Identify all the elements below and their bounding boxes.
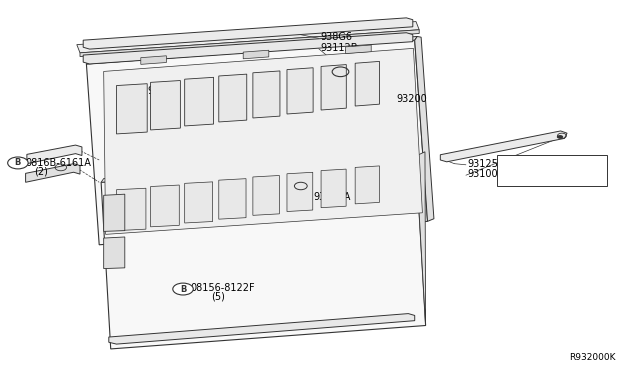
Polygon shape (101, 155, 419, 182)
Text: (5): (5) (211, 291, 225, 301)
Text: B: B (180, 285, 186, 294)
Polygon shape (116, 84, 147, 134)
Polygon shape (321, 169, 346, 208)
Polygon shape (346, 45, 371, 54)
Polygon shape (287, 68, 313, 114)
Polygon shape (101, 158, 426, 349)
Polygon shape (83, 33, 413, 64)
Text: 93125C: 93125C (467, 159, 505, 169)
Polygon shape (86, 36, 417, 64)
Polygon shape (253, 71, 280, 118)
Polygon shape (116, 188, 146, 231)
Text: 93106: 93106 (147, 86, 178, 96)
Polygon shape (355, 61, 380, 106)
Polygon shape (86, 40, 428, 245)
Polygon shape (243, 50, 269, 59)
Polygon shape (80, 30, 419, 57)
Polygon shape (150, 185, 179, 227)
Polygon shape (219, 74, 247, 122)
Text: F/UTILITY: F/UTILITY (502, 167, 547, 177)
Polygon shape (321, 65, 346, 110)
Text: B: B (15, 158, 21, 167)
Text: (2): (2) (34, 166, 48, 176)
Polygon shape (415, 36, 434, 221)
Polygon shape (185, 77, 214, 126)
Circle shape (557, 135, 563, 139)
Text: 93100A: 93100A (467, 169, 504, 179)
Polygon shape (440, 131, 567, 162)
Polygon shape (104, 48, 422, 234)
Polygon shape (26, 164, 80, 182)
Circle shape (8, 157, 28, 169)
Text: 08156-8122F: 08156-8122F (191, 283, 255, 293)
Text: 93200: 93200 (397, 94, 428, 103)
Polygon shape (104, 237, 125, 269)
Polygon shape (253, 176, 280, 215)
Polygon shape (27, 145, 82, 164)
Polygon shape (104, 194, 125, 231)
Polygon shape (141, 56, 166, 64)
Polygon shape (77, 22, 419, 53)
Text: 93658A: 93658A (314, 192, 351, 202)
Polygon shape (416, 152, 426, 326)
Polygon shape (219, 179, 246, 219)
FancyBboxPatch shape (497, 155, 607, 186)
Polygon shape (109, 314, 415, 344)
Polygon shape (287, 172, 313, 212)
Text: 938G6: 938G6 (320, 32, 352, 42)
Circle shape (173, 283, 193, 295)
Text: BED ONLY: BED ONLY (502, 175, 550, 185)
Text: 93514N: 93514N (502, 159, 540, 169)
Text: 0816B-6161A: 0816B-6161A (26, 158, 92, 168)
Text: 93112B: 93112B (320, 43, 358, 52)
Polygon shape (185, 182, 212, 223)
Polygon shape (150, 80, 180, 130)
Polygon shape (355, 166, 380, 204)
Polygon shape (83, 18, 413, 49)
Text: R932000K: R932000K (569, 353, 616, 362)
